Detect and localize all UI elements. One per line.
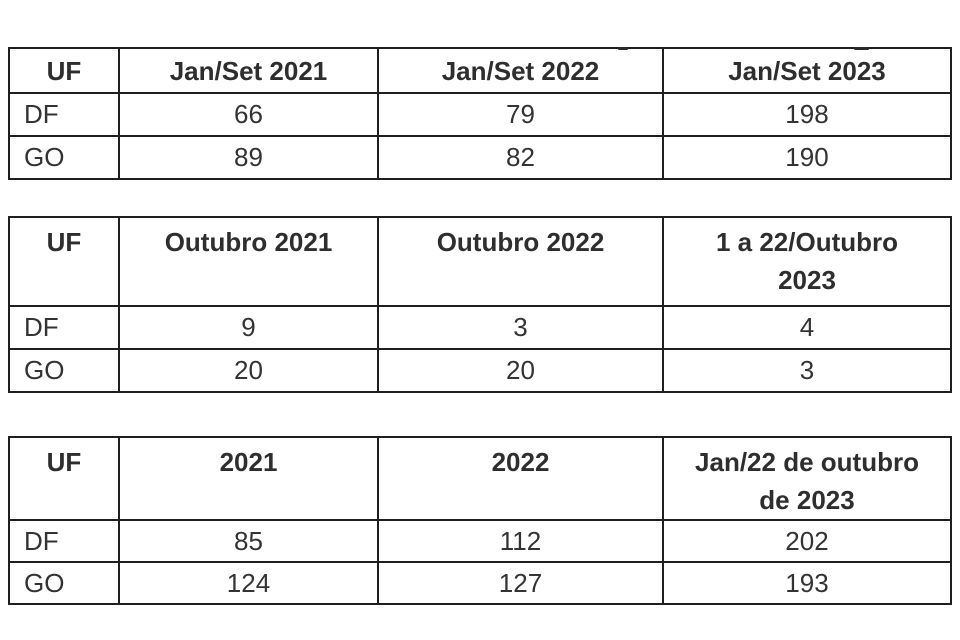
table-cell: 202 (662, 519, 952, 563)
column-header-outubro-2022: Outubro 2022 (377, 216, 664, 307)
row-label: DF (8, 92, 120, 137)
column-header-jan-set-2023: Jan/Set 2023 (662, 47, 952, 94)
table-row-df: DF 66 79 198 (8, 92, 952, 137)
table-row-df: DF 9 3 4 (8, 305, 952, 350)
table-cell: 3 (662, 348, 952, 393)
table-cell: 4 (662, 305, 952, 350)
column-header-jan-set-2022: Jan/Set 2022 (377, 47, 664, 94)
header-row: UF Outubro 2021 Outubro 2022 1 a 22/Outu… (8, 216, 952, 307)
table-cell: 127 (377, 561, 664, 605)
row-label: DF (8, 519, 120, 563)
table-cell: 85 (118, 519, 379, 563)
column-header-outubro-2021: Outubro 2021 (118, 216, 379, 307)
table-row-go: GO 89 82 190 (8, 135, 952, 180)
column-header-jan-set-2021: Jan/Set 2021 (118, 47, 379, 94)
column-header-uf: UF (8, 436, 120, 521)
table-cell: 82 (377, 135, 664, 180)
table-cell: 112 (377, 519, 664, 563)
column-header-2021: 2021 (118, 436, 379, 521)
cut-off-text-fragment (854, 47, 869, 50)
header-row: UF Jan/Set 2021 Jan/Set 2022 Jan/Set 202… (8, 47, 952, 94)
table-cell: 89 (118, 135, 379, 180)
row-label: DF (8, 305, 120, 350)
table-annual-totals: UF 2021 2022 Jan/22 de outubro de 2023 D… (8, 436, 952, 605)
table-cell: 193 (662, 561, 952, 605)
table-row-go: GO 20 20 3 (8, 348, 952, 393)
column-header-1a22-outubro-2023: 1 a 22/Outubro 2023 (662, 216, 952, 307)
column-header-2022: 2022 (377, 436, 664, 521)
table-outubro-by-year: UF Outubro 2021 Outubro 2022 1 a 22/Outu… (8, 216, 952, 393)
cut-off-text-fragment (618, 47, 628, 50)
header-row: UF 2021 2022 Jan/22 de outubro de 2023 (8, 436, 952, 521)
table-cell: 66 (118, 92, 379, 137)
document-page: UF Jan/Set 2021 Jan/Set 2022 Jan/Set 202… (0, 47, 960, 640)
column-header-uf: UF (8, 216, 120, 307)
table-cell: 9 (118, 305, 379, 350)
table-cell: 20 (118, 348, 379, 393)
row-label: GO (8, 561, 120, 605)
table-cell: 190 (662, 135, 952, 180)
table-cell: 198 (662, 92, 952, 137)
table-cell: 124 (118, 561, 379, 605)
table-cell: 20 (377, 348, 664, 393)
table-cell: 79 (377, 92, 664, 137)
column-header-jan-22-outubro-2023: Jan/22 de outubro de 2023 (662, 436, 952, 521)
table-jan-set-by-year: UF Jan/Set 2021 Jan/Set 2022 Jan/Set 202… (8, 47, 952, 180)
row-label: GO (8, 348, 120, 393)
table-row-df: DF 85 112 202 (8, 519, 952, 563)
column-header-uf: UF (8, 47, 120, 94)
table-cell: 3 (377, 305, 664, 350)
table-row-go: GO 124 127 193 (8, 561, 952, 605)
row-label: GO (8, 135, 120, 180)
